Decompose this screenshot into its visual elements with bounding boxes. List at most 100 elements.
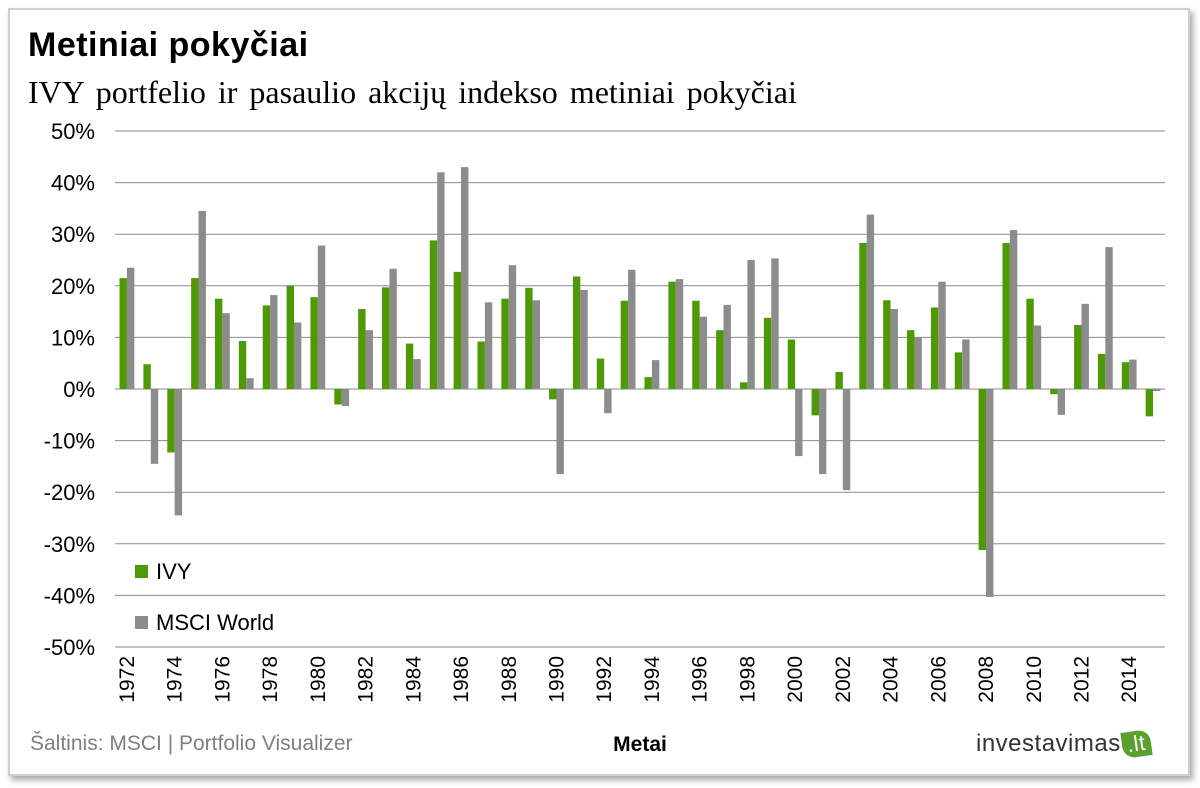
bar-ivy-1977 <box>238 341 247 389</box>
y-tick-label: -50% <box>44 635 95 660</box>
bar-ivy-2008 <box>978 389 987 550</box>
x-tick-label: 1998 <box>736 656 759 703</box>
bar-ivy-2005 <box>907 330 915 389</box>
source-note: Šaltinis: MSCI | Portfolio Visualizer <box>30 732 353 755</box>
bar-ivy-2012 <box>1074 325 1082 389</box>
bar-msci-world-2010 <box>1033 325 1042 389</box>
bar-msci-world-1985 <box>437 172 445 389</box>
bar-ivy-2009 <box>1002 242 1010 389</box>
bar-ivy-1999 <box>763 317 772 389</box>
y-tick-label: -10% <box>44 429 95 454</box>
bar-ivy-2006 <box>930 307 939 389</box>
x-tick-label: 1986 <box>450 656 473 703</box>
bar-ivy-1996 <box>692 300 700 389</box>
bar-ivy-2000 <box>787 339 796 389</box>
bar-ivy-1998 <box>739 382 748 389</box>
y-tick-label: 40% <box>51 171 95 196</box>
legend-label-msci-world: MSCI World <box>156 610 274 635</box>
legend-label-ivy: IVY <box>156 559 192 584</box>
x-tick-label: 1996 <box>689 656 712 703</box>
bar-ivy-1995 <box>668 281 676 389</box>
x-tick-label: 1972 <box>116 656 139 703</box>
bar-ivy-1987 <box>477 341 485 389</box>
bar-ivy-1975 <box>191 278 199 389</box>
y-tick-label: 20% <box>51 274 95 299</box>
bar-msci-world-2014 <box>1129 359 1137 389</box>
bar-ivy-1976 <box>214 298 223 389</box>
x-tick-label: 2000 <box>784 656 807 703</box>
bar-msci-world-1989 <box>532 300 541 389</box>
bar-msci-world-2008 <box>986 389 994 597</box>
bar-msci-world-1999 <box>771 258 779 389</box>
bar-ivy-1979 <box>286 285 294 389</box>
bar-msci-world-1972 <box>126 267 135 389</box>
bar-msci-world-2013 <box>1105 247 1113 389</box>
bar-msci-world-1992 <box>604 389 612 414</box>
bar-msci-world-1980 <box>317 245 326 389</box>
bar-msci-world-2005 <box>914 337 922 389</box>
y-tick-label: -40% <box>44 583 95 608</box>
bar-ivy-2013 <box>1097 353 1106 389</box>
x-tick-label: 1988 <box>498 656 521 703</box>
bar-ivy-1980 <box>310 297 318 389</box>
y-tick-label: 0% <box>63 377 95 402</box>
y-tick-label: 50% <box>51 119 95 144</box>
bar-ivy-1992 <box>596 358 605 389</box>
bar-msci-world-2004 <box>890 309 898 389</box>
bar-msci-world-2015 <box>1153 389 1161 392</box>
bar-ivy-1989 <box>525 287 533 389</box>
bar-ivy-1978 <box>262 305 271 389</box>
bar-msci-world-2011 <box>1057 389 1066 415</box>
chart-title: Metiniai pokyčiai <box>28 26 309 64</box>
x-tick-label: 1982 <box>355 656 378 703</box>
bar-msci-world-2009 <box>1009 230 1018 389</box>
bar-msci-world-1984 <box>413 359 421 389</box>
bar-msci-world-2000 <box>795 389 803 457</box>
bar-ivy-2004 <box>883 300 891 389</box>
bar-msci-world-1988 <box>508 265 517 389</box>
bar-ivy-1984 <box>405 343 414 389</box>
bar-msci-world-1990 <box>556 389 564 475</box>
bar-msci-world-1998 <box>747 260 755 389</box>
bar-ivy-1990 <box>549 389 557 400</box>
brand-tld: .lt <box>1120 729 1153 759</box>
bar-ivy-2014 <box>1121 362 1130 389</box>
legend-swatch-msci-world <box>135 616 148 629</box>
bar-ivy-1973 <box>143 364 151 389</box>
bar-msci-world-1978 <box>270 295 278 389</box>
bar-ivy-2010 <box>1026 298 1034 389</box>
bar-msci-world-2003 <box>866 214 875 389</box>
bar-ivy-1981 <box>334 389 342 405</box>
bar-ivy-1982 <box>358 309 366 389</box>
bar-ivy-1985 <box>429 240 438 389</box>
bar-ivy-2002 <box>835 371 843 389</box>
bar-msci-world-1981 <box>341 389 350 407</box>
bar-msci-world-2007 <box>962 339 970 389</box>
bar-ivy-1997 <box>716 330 724 389</box>
x-tick-label: 2008 <box>975 656 998 703</box>
legend: IVY MSCI World <box>135 559 274 635</box>
x-tick-label: 2004 <box>880 656 903 703</box>
x-tick-label: 1978 <box>259 656 282 703</box>
bar-ivy-2015 <box>1145 389 1154 417</box>
bar-ivy-1991 <box>572 276 581 389</box>
bar-ivy-1983 <box>382 287 390 389</box>
y-tick-label: -20% <box>44 480 95 505</box>
chart-subtitle: IVY portfelio ir pasaulio akcijų indekso… <box>28 74 797 110</box>
y-axis-labels: 50% 40% 30% 20% 10% 0% -10% -20% -30% -40% -50% <box>44 119 95 660</box>
bar-msci-world-1986 <box>461 167 469 389</box>
bar-msci-world-2002 <box>842 389 851 491</box>
bar-ivy-1988 <box>501 298 509 389</box>
x-tick-label: 1994 <box>641 656 664 703</box>
y-tick-label: 10% <box>51 325 95 350</box>
brand-logo: investavimas .lt <box>976 729 1153 759</box>
x-tick-label: 2002 <box>832 656 855 703</box>
bar-msci-world-1994 <box>651 360 660 389</box>
bar-ivy-1993 <box>620 300 629 389</box>
x-tick-label: 1984 <box>402 656 425 703</box>
x-tick-label: 2014 <box>1118 656 1141 703</box>
bar-ivy-2007 <box>954 352 963 389</box>
x-axis-title: Metai <box>613 733 667 756</box>
bar-msci-world-1982 <box>365 330 373 389</box>
bar-msci-world-1979 <box>293 322 302 389</box>
